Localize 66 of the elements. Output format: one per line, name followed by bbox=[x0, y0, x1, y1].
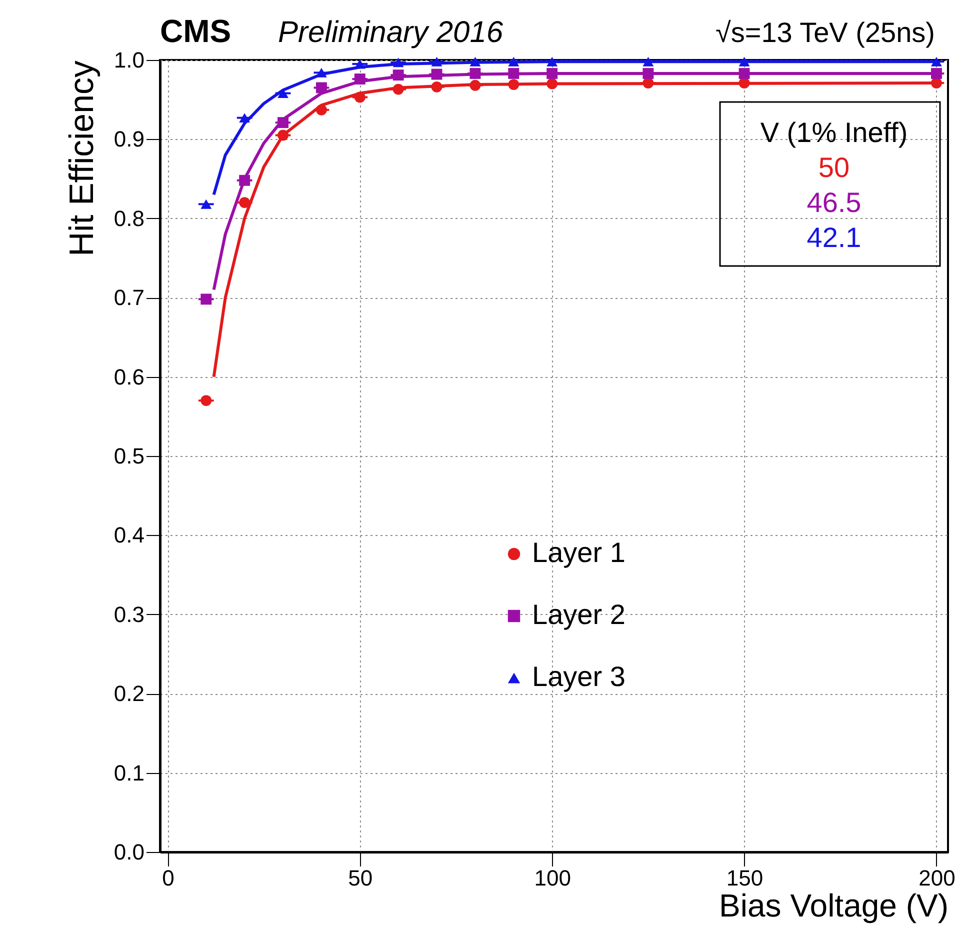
point bbox=[470, 68, 481, 79]
point bbox=[239, 174, 250, 186]
point bbox=[316, 104, 327, 116]
x-tick-label: 100 bbox=[534, 866, 571, 890]
point bbox=[508, 56, 520, 66]
y-tick-label: 0.7 bbox=[114, 285, 144, 310]
point bbox=[930, 78, 942, 88]
y-tick-label: 0.0 bbox=[114, 840, 144, 864]
point bbox=[546, 68, 558, 79]
point bbox=[392, 84, 404, 95]
point bbox=[431, 81, 442, 92]
point bbox=[431, 56, 442, 66]
y-tick-label: 1.0 bbox=[114, 48, 144, 72]
point bbox=[508, 68, 520, 79]
y-tick-label: 0.9 bbox=[114, 126, 144, 152]
y-axis-title: Hit Efficiency bbox=[62, 60, 101, 256]
point bbox=[278, 88, 288, 98]
point bbox=[470, 80, 481, 91]
point bbox=[738, 68, 750, 79]
point bbox=[239, 197, 250, 208]
x-tick-label: 150 bbox=[726, 866, 764, 890]
point bbox=[354, 74, 366, 84]
x-tick-label: 200 bbox=[918, 866, 956, 890]
point bbox=[200, 199, 212, 209]
point bbox=[392, 58, 404, 68]
point bbox=[930, 56, 942, 66]
y-tick-label: 0.3 bbox=[114, 602, 144, 627]
point bbox=[200, 294, 212, 305]
point bbox=[354, 92, 366, 103]
point bbox=[508, 79, 520, 90]
y-tick-label: 0.4 bbox=[114, 522, 144, 548]
point bbox=[738, 56, 750, 66]
annotation: 46.5 bbox=[806, 187, 862, 218]
x-tick-label: 0 bbox=[162, 866, 174, 890]
point bbox=[278, 130, 288, 141]
x-tick-label: 50 bbox=[348, 866, 373, 890]
point bbox=[200, 395, 212, 406]
legend-label: Layer 1 bbox=[532, 537, 626, 568]
point bbox=[642, 78, 654, 88]
point bbox=[316, 82, 327, 94]
x-axis-title: Bias Voltage (V) bbox=[719, 888, 948, 924]
y-tick-label: 0.2 bbox=[114, 681, 144, 706]
point bbox=[546, 56, 558, 66]
text: √s=13 TeV (25ns) bbox=[715, 17, 935, 48]
point bbox=[354, 59, 366, 69]
text: Preliminary 2016 bbox=[278, 16, 504, 49]
text: CMS bbox=[160, 13, 232, 49]
y-tick-label: 0.6 bbox=[114, 364, 144, 390]
annotation: 42.1 bbox=[806, 222, 862, 253]
point bbox=[546, 78, 558, 90]
y-tick-label: 0.5 bbox=[114, 444, 144, 468]
point bbox=[470, 56, 481, 66]
point bbox=[642, 68, 654, 79]
annotation: 50 bbox=[818, 152, 850, 183]
y-tick-label: 0.8 bbox=[114, 206, 144, 231]
legend-label: Layer 3 bbox=[532, 661, 626, 692]
point bbox=[239, 113, 250, 123]
point bbox=[278, 117, 288, 128]
point bbox=[431, 68, 442, 80]
legend-label: Layer 2 bbox=[532, 599, 626, 630]
point bbox=[930, 68, 942, 79]
y-tick-label: 0.1 bbox=[114, 760, 144, 786]
point bbox=[738, 78, 750, 88]
point bbox=[642, 56, 654, 66]
annotation: V (1% Ineff) bbox=[760, 117, 908, 148]
point bbox=[392, 70, 404, 81]
